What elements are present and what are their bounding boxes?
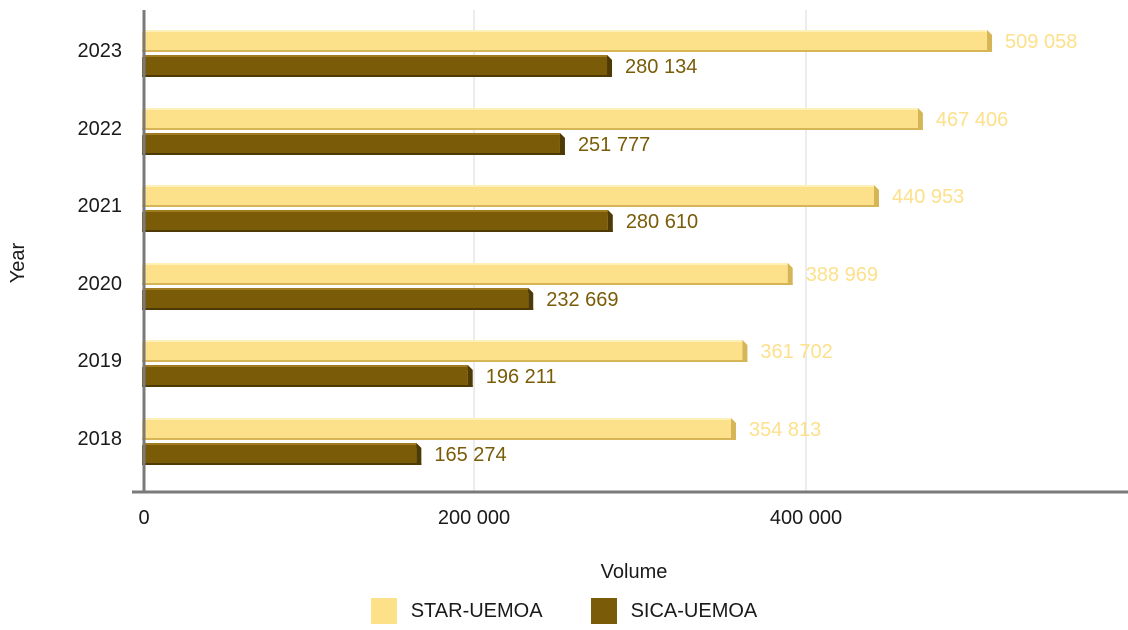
bar-shadow [142,75,613,77]
bar-face [142,57,608,77]
legend: STAR-UEMOA SICA-UEMOA [0,598,1128,624]
data-label: 251 777 [578,134,650,156]
bar-side [607,210,613,232]
bar-side [787,263,793,285]
bar-shadow [142,463,422,465]
bar-face [142,110,918,130]
legend-label-sica-uemoa: SICA-UEMOA [630,599,758,622]
data-label: 165 274 [434,444,506,466]
bar-sica-uemoa-2023 [142,55,613,77]
y-tick-label: 2018 [78,428,123,450]
axes: 0 200 000 400 000 2018 2019 2020 2021 2022 2023 [78,10,1128,529]
gridlines [473,10,807,492]
bar-face [142,367,468,387]
legend-swatch-star-uemoa [370,598,397,624]
bar-face [142,187,874,207]
legend-label-star-uemoa: STAR-UEMOA [410,599,543,622]
bar-shadow [142,230,613,232]
bar-side [730,418,736,440]
bar-shadow [142,438,736,440]
y-tick-label: 2022 [78,118,123,140]
y-tick-label: 2019 [78,350,123,372]
y-axis-title: Year [7,242,29,283]
bar-face [142,212,608,232]
data-label: 388 969 [806,264,878,286]
data-label: 196 211 [486,366,557,388]
legend-swatch-sica-uemoa [590,598,617,624]
data-label: 509 058 [1005,31,1077,53]
bar-side [467,365,473,387]
y-tick-label: 2023 [78,40,123,62]
bar-face [142,420,731,440]
bar-side [559,133,565,155]
bar-side [742,340,748,362]
bar-face [142,445,417,465]
x-tick-label: 0 [138,507,149,529]
x-axis-title: Volume [601,561,668,583]
x-tick-label: 200 000 [438,507,510,529]
data-label: 440 953 [892,186,964,208]
bar-face [142,135,560,155]
bar-star-uemoa-2021 [142,185,879,207]
bar-star-uemoa-2019 [142,340,748,362]
data-label: 280 134 [625,56,697,78]
bar-star-uemoa-2018 [142,418,736,440]
legend-item-sica-uemoa: SICA-UEMOA [590,598,758,624]
bar-side [873,185,879,207]
bar-shadow [142,360,748,362]
bar-sica-uemoa-2021 [142,210,613,232]
y-tick-label: 2020 [78,273,123,295]
bar-star-uemoa-2023 [142,30,993,52]
legend-item-star-uemoa: STAR-UEMOA [370,598,543,624]
bar-shadow [142,153,565,155]
bar-shadow [142,128,923,130]
bar-star-uemoa-2022 [142,108,923,130]
bar-side [528,288,534,310]
y-tick-label: 2021 [78,195,123,217]
bar-shadow [142,308,534,310]
bars: 354 813 165 274 361 702 196 211 388 969 232 6… [142,30,1077,466]
bar-shadow [142,283,793,285]
bar-sica-uemoa-2019 [142,365,473,387]
data-label: 467 406 [936,109,1008,131]
bar-face [142,290,529,310]
bar-side [917,108,923,130]
bar-side [607,55,613,77]
bar-sica-uemoa-2018 [142,443,422,465]
data-label: 361 702 [760,341,832,363]
bar-side [416,443,422,465]
bar-shadow [142,205,879,207]
x-tick-label: 400 000 [770,507,842,529]
data-label: 354 813 [749,419,821,441]
bar-face [142,265,788,285]
bar-shadow [142,385,473,387]
bar-side [987,30,993,52]
bar-face [142,32,988,52]
bar-chart: 354 813 165 274 361 702 196 211 388 969 232 6… [7,10,1128,583]
bar-star-uemoa-2020 [142,263,793,285]
bar-face [142,342,743,362]
data-label: 280 610 [626,211,698,233]
bar-sica-uemoa-2020 [142,288,534,310]
bar-sica-uemoa-2022 [142,133,565,155]
bar-shadow [142,50,993,52]
data-label: 232 669 [546,289,618,311]
